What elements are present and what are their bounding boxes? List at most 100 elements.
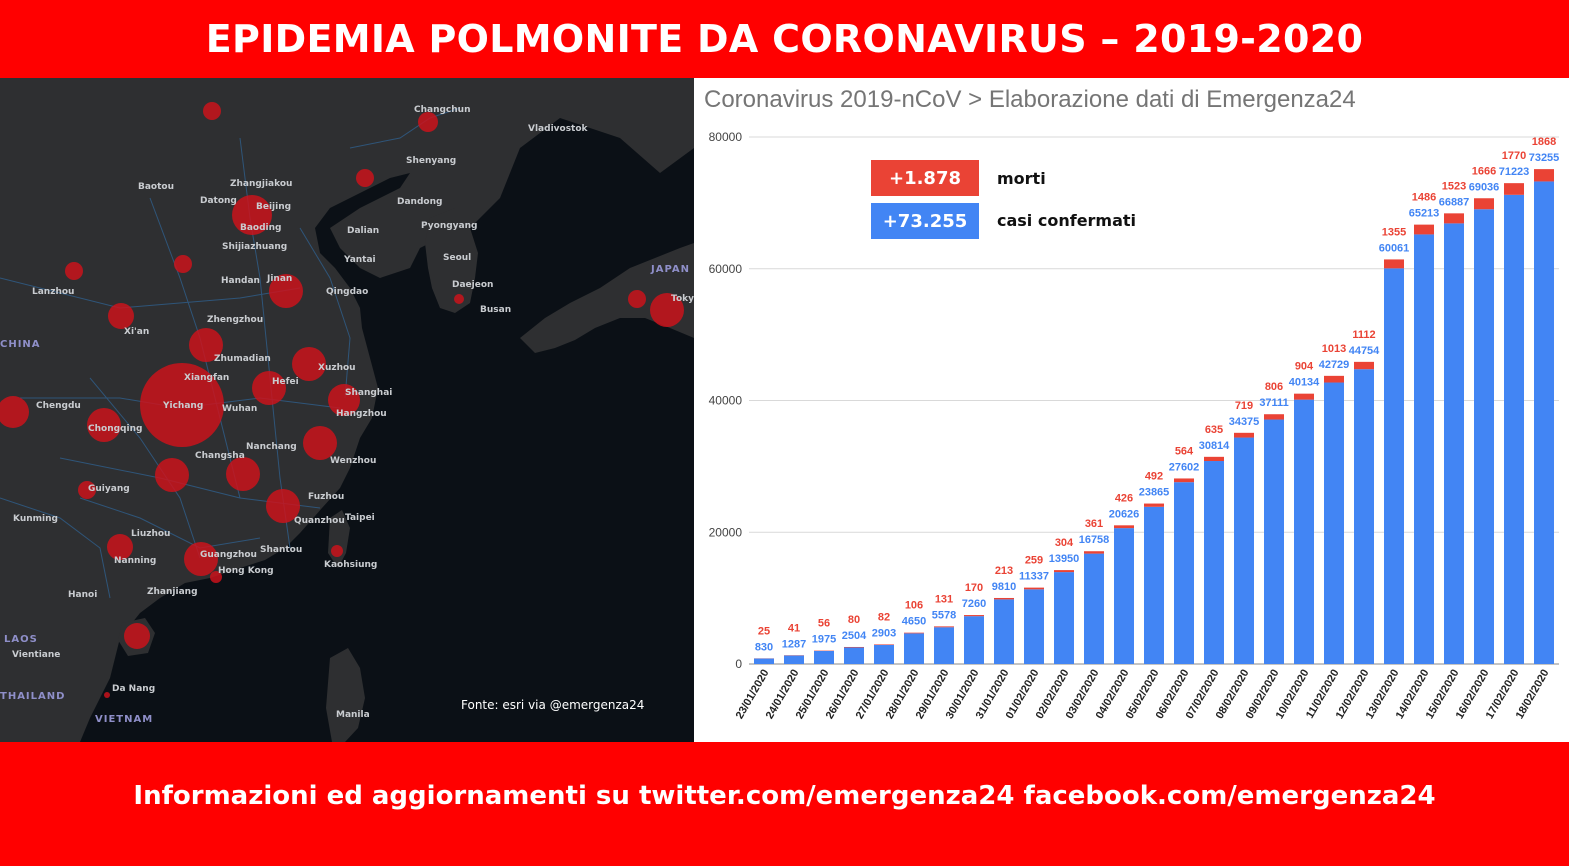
- map-city-label: Nanchang: [246, 442, 297, 452]
- data-label-deaths: 635: [1205, 424, 1223, 436]
- map-circle: [266, 489, 300, 523]
- map-country-label: THAILAND: [0, 691, 66, 702]
- data-label-cases: 1975: [812, 634, 836, 646]
- bar-chart: 0200004000060000800008302523/01/20201287…: [709, 130, 1560, 721]
- bar-cases: [1504, 194, 1524, 664]
- data-label-cases: 7260: [962, 598, 986, 610]
- map-city-label: Qingdao: [326, 287, 369, 297]
- data-label-deaths: 1355: [1382, 226, 1406, 238]
- chart-title: Coronavirus 2019-nCoV > Elaborazione dat…: [704, 86, 1356, 113]
- data-label-cases: 30814: [1199, 440, 1230, 452]
- data-label-cases: 69036: [1469, 181, 1500, 193]
- bar-deaths: [1234, 432, 1254, 438]
- map-city-label: Zhangjiakou: [230, 179, 293, 189]
- data-label-deaths: 80: [848, 614, 860, 626]
- map-circle: [184, 542, 218, 576]
- bar-cases: [1174, 482, 1194, 664]
- map-city-label: Chongqing: [88, 424, 143, 434]
- data-label-cases: 42729: [1319, 359, 1350, 371]
- map-city-label: Da Nang: [112, 684, 156, 694]
- map-city-label: Datong: [200, 196, 237, 206]
- map-panel[interactable]: Changchun Vladivostok Shenyang Baotou Zh…: [0, 78, 694, 742]
- map-circle: [252, 371, 286, 405]
- data-label-deaths: 304: [1055, 537, 1074, 549]
- map-circle: [650, 293, 684, 327]
- map-circle: [78, 481, 96, 499]
- bar-cases: [1084, 553, 1104, 664]
- bar-deaths: [934, 626, 954, 628]
- page-title: EPIDEMIA POLMONITE DA CORONAVIRUS – 2019…: [205, 17, 1364, 61]
- bar-deaths: [844, 646, 864, 648]
- data-label-deaths: 1868: [1532, 136, 1556, 148]
- map-circle: [226, 457, 260, 491]
- map-circle: [174, 255, 192, 273]
- bar-cases: [1024, 589, 1044, 664]
- footer-banner: Informazioni ed aggiornamenti su twitter…: [0, 742, 1569, 866]
- map-city-label: Liuzhou: [131, 529, 171, 539]
- map-city-label: Zhanjiang: [147, 587, 198, 597]
- map-land-korea: [425, 208, 478, 313]
- bar-cases: [1354, 369, 1374, 664]
- data-label-cases: 16758: [1079, 534, 1110, 546]
- bar-deaths: [1354, 361, 1374, 370]
- map-city-label: Zhengzhou: [207, 315, 264, 325]
- map-country-label: LAOS: [4, 634, 38, 645]
- legend-cases-value: +73.255: [871, 203, 979, 239]
- map-country-label: JAPAN: [651, 264, 690, 275]
- data-label-deaths: 426: [1115, 492, 1133, 504]
- data-label-cases: 27602: [1169, 461, 1200, 473]
- y-tick-label: 0: [735, 657, 742, 671]
- data-label-deaths: 564: [1175, 445, 1194, 457]
- data-label-deaths: 806: [1265, 381, 1283, 393]
- bar-deaths: [1474, 198, 1494, 210]
- map-circle-hubei: [140, 363, 224, 447]
- page-title-banner: EPIDEMIA POLMONITE DA CORONAVIRUS – 2019…: [0, 0, 1569, 78]
- map-city-label: Guiyang: [88, 484, 130, 494]
- map-city-label: Dalian: [347, 226, 380, 236]
- data-label-cases: 4650: [902, 616, 926, 628]
- data-label-deaths: 56: [818, 618, 830, 630]
- data-label-deaths: 131: [935, 593, 953, 605]
- data-label-deaths: 1666: [1472, 165, 1496, 177]
- bar-cases: [844, 647, 864, 664]
- map-city-label: Jinan: [267, 274, 293, 284]
- map-city-label: Shijiazhuang: [222, 242, 288, 252]
- map-city-label: Changsha: [195, 451, 245, 461]
- data-label-cases: 830: [755, 641, 773, 653]
- map-circle: [107, 534, 133, 560]
- map-city-label: Xi'an: [124, 327, 150, 337]
- bar-cases: [1234, 437, 1254, 664]
- data-label-cases: 73255: [1529, 152, 1560, 164]
- data-label-deaths: 1486: [1412, 192, 1436, 204]
- y-tick-label: 80000: [709, 130, 743, 144]
- y-tick-label: 60000: [709, 262, 743, 276]
- bar-deaths: [1444, 213, 1464, 224]
- map-city-label: Taipei: [345, 513, 375, 523]
- map-city-label: Handan: [221, 276, 260, 286]
- map-city-label: Shenyang: [406, 156, 457, 166]
- bar-cases: [1444, 223, 1464, 664]
- bar-deaths: [964, 615, 984, 617]
- map-city-label: Lanzhou: [32, 287, 75, 297]
- footer-text: Informazioni ed aggiornamenti su twitter…: [133, 781, 1436, 811]
- map-city-label: Vladivostok: [528, 124, 588, 134]
- map-city-label: Shantou: [260, 545, 303, 555]
- map-city-label: Yichang: [163, 401, 204, 411]
- data-label-cases: 23865: [1139, 487, 1170, 499]
- map-city-label: Changchun: [414, 105, 471, 115]
- map-city-label: Shanghai: [345, 388, 393, 398]
- map-circle: [0, 396, 29, 428]
- bar-cases: [814, 650, 834, 664]
- map-circle: [356, 169, 374, 187]
- bar-cases: [874, 644, 894, 664]
- data-label-deaths: 213: [995, 565, 1013, 577]
- bar-cases: [1204, 461, 1224, 664]
- data-label-deaths: 106: [905, 600, 923, 612]
- map-city-label: Quanzhou: [294, 516, 345, 526]
- data-label-cases: 9810: [992, 581, 1016, 593]
- data-label-deaths: 41: [788, 622, 800, 634]
- data-label-cases: 34375: [1229, 416, 1260, 428]
- bar-cases: [934, 627, 954, 664]
- data-label-cases: 71223: [1499, 166, 1530, 178]
- map-city-label: Chengdu: [36, 401, 81, 411]
